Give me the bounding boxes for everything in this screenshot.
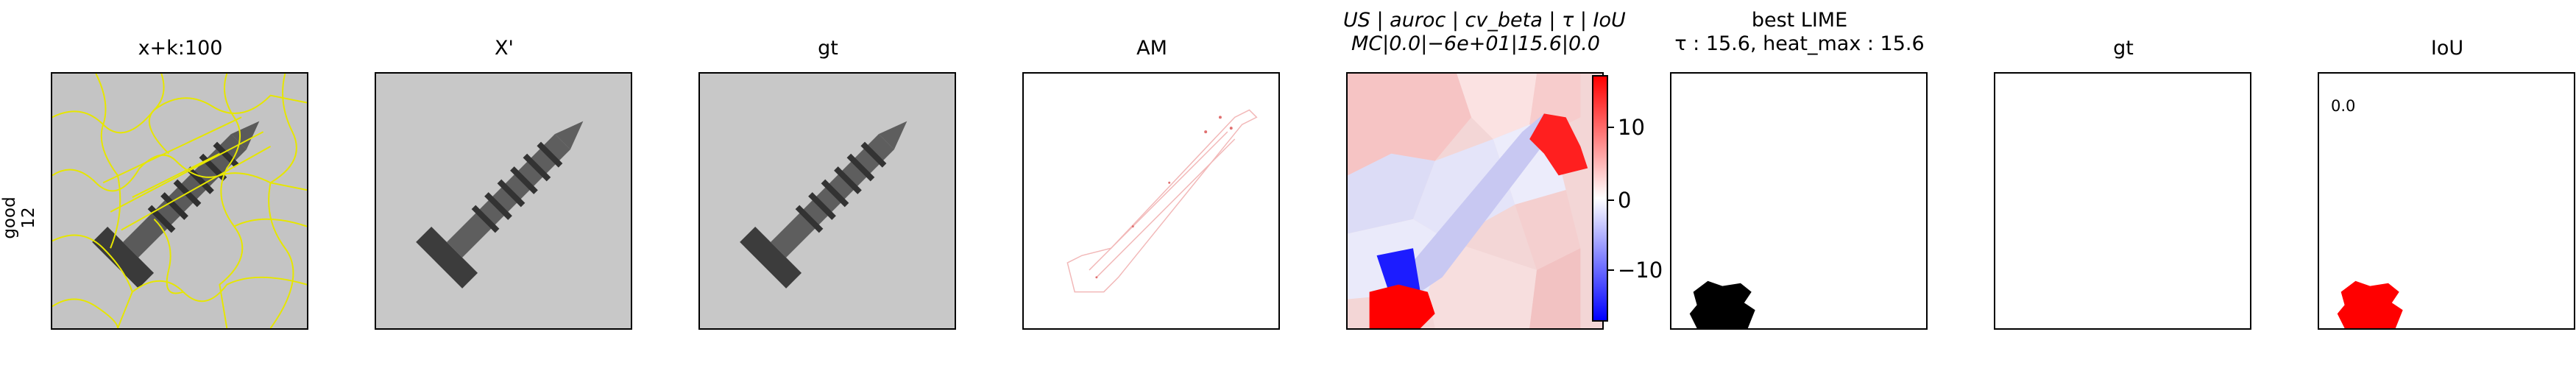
panel-superpixels	[51, 72, 308, 330]
panel-title-us-line2: MC|0.0|−6e+01|15.6|0.0	[1351, 32, 1600, 55]
colorbar-label-minus10: −10	[1618, 258, 1663, 283]
screw-image	[376, 74, 631, 328]
panel-xprime	[375, 72, 632, 330]
panel-gt-image	[698, 72, 956, 330]
panel-lime	[1670, 72, 1928, 330]
attention-map	[1024, 74, 1278, 328]
panel-title-lime-line2: τ : 15.6, heat_max : 15.6	[1674, 32, 1925, 55]
us-heatmap	[1348, 74, 1602, 328]
colorbar-label-10: 10	[1618, 115, 1645, 140]
panel-us-heatmap	[1346, 72, 1604, 330]
row-label: good 12	[0, 181, 38, 255]
iou-mask	[2319, 74, 2574, 328]
lime-mask	[1671, 74, 1926, 328]
panel-am	[1022, 72, 1280, 330]
panel-gt-mask	[1994, 72, 2251, 330]
row-label-class: good	[0, 197, 19, 239]
panel-iou	[2318, 72, 2575, 330]
panel-title-xprime: X'	[495, 37, 514, 60]
iou-value: 0.0	[2331, 97, 2356, 115]
colorbar-label-0: 0	[1618, 188, 1632, 213]
panel-title-superpixels: x+k:100	[138, 37, 223, 60]
panel-title-gt-image: gt	[818, 37, 838, 60]
colorbar-tick-10	[1608, 127, 1614, 128]
panel-title-iou: IoU	[2430, 37, 2464, 60]
panel-title-gt-mask: gt	[2113, 37, 2134, 60]
colorbar-tick-minus10	[1608, 269, 1614, 271]
panel-title-am: AM	[1136, 37, 1167, 60]
colorbar-tick-0	[1608, 199, 1614, 201]
panel-title-us: US | auroc | cv_beta | τ | IoU MC|0.0|−6…	[1343, 9, 1626, 56]
colorbar	[1592, 75, 1608, 322]
screw-image-gt	[700, 74, 955, 328]
gt-mask	[1995, 74, 2250, 328]
panel-title-lime-line1: best LIME	[1751, 9, 1848, 32]
superpixel-image	[52, 74, 307, 328]
panel-title-us-line1: US | auroc | cv_beta | τ | IoU	[1343, 9, 1626, 32]
row-label-index: 12	[19, 207, 38, 229]
panel-title-lime: best LIME τ : 15.6, heat_max : 15.6	[1667, 9, 1932, 56]
